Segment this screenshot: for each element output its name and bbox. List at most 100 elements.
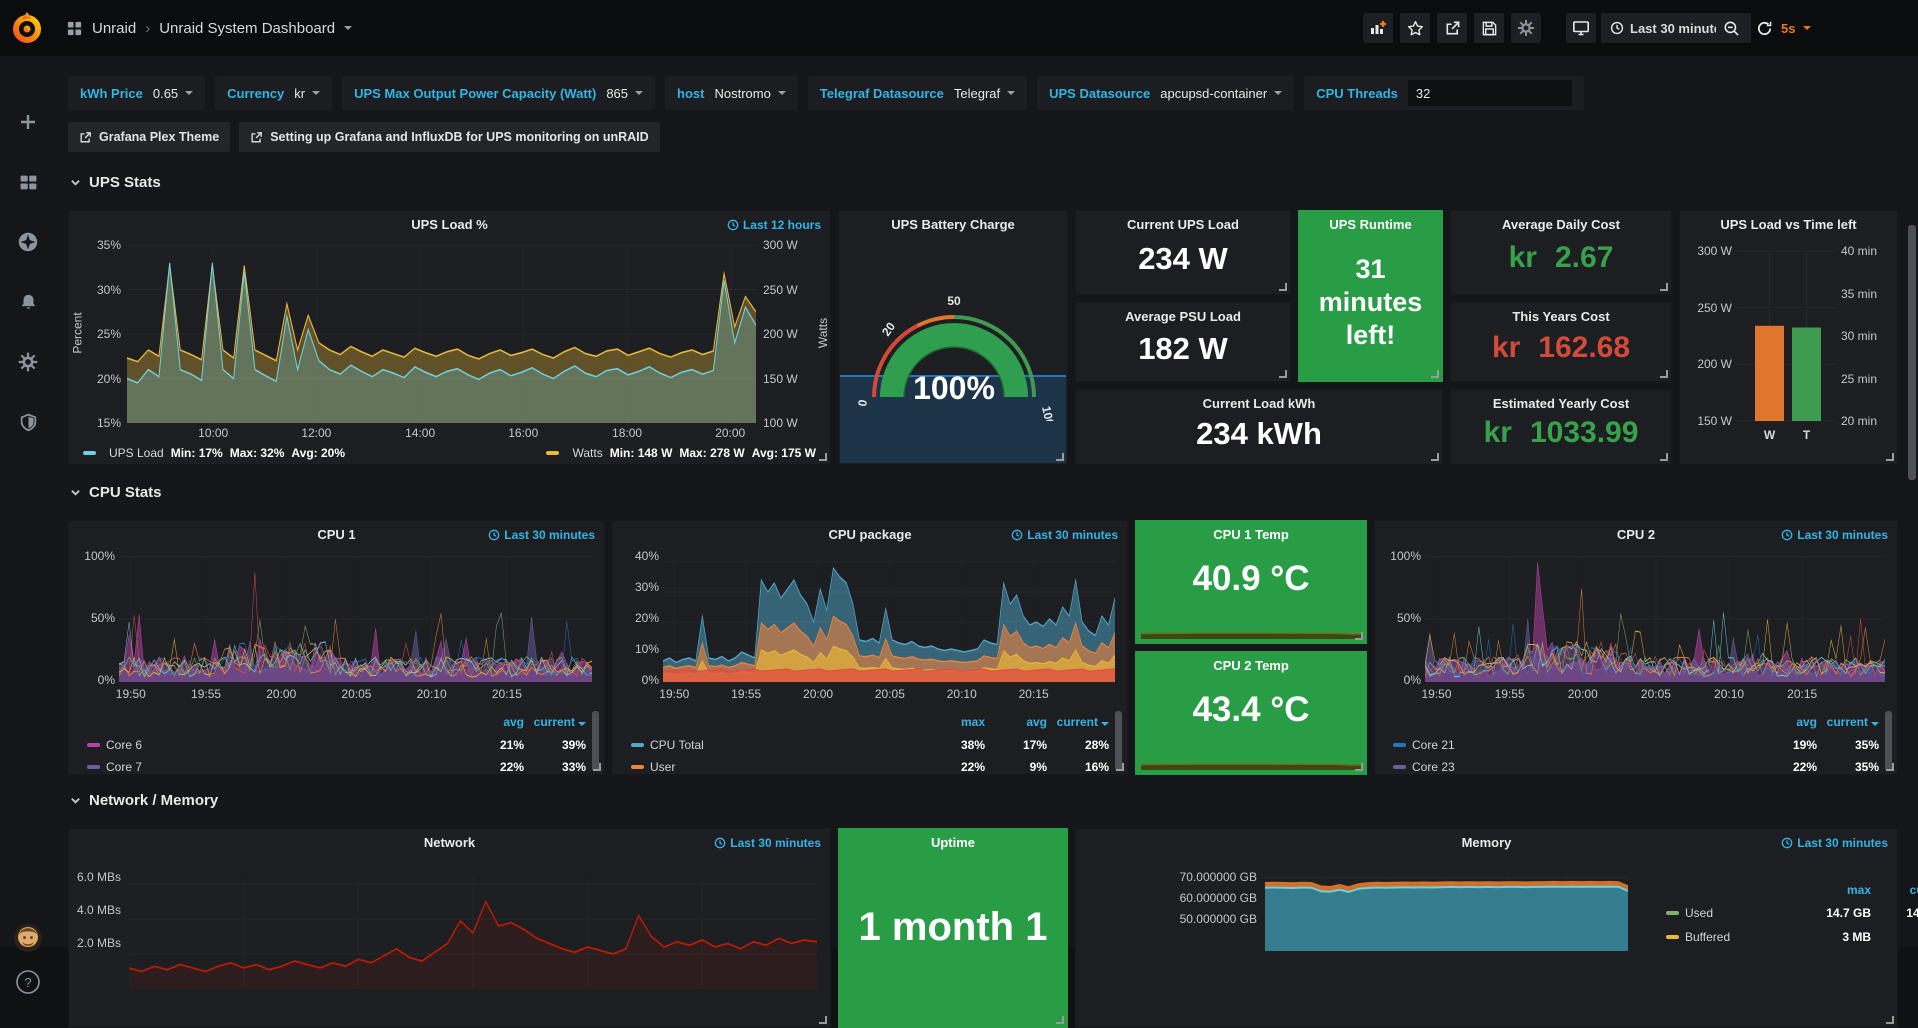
panel-average-psu-load[interactable]: Average PSU Load 182 W bbox=[1075, 302, 1291, 382]
variable-ups-max-output[interactable]: UPS Max Output Power Capacity (Watt) 865 bbox=[342, 76, 656, 110]
legend-row-core23[interactable]: Core 23 22% 35% bbox=[1393, 757, 1879, 777]
legend-col-avg[interactable]: avg bbox=[1026, 715, 1047, 729]
kiosk-mode-button[interactable] bbox=[1566, 13, 1596, 43]
link-grafana-plex-theme[interactable]: Grafana Plex Theme bbox=[68, 122, 231, 152]
link-ups-monitoring-guide[interactable]: Setting up Grafana and InfluxDB for UPS … bbox=[239, 122, 660, 152]
row-header-cpu-stats[interactable]: CPU Stats bbox=[70, 484, 162, 501]
cpu-threads-input[interactable] bbox=[1407, 80, 1572, 106]
legend-row-cpu-total[interactable]: CPU Total 38% 17% 28% bbox=[631, 735, 1109, 755]
variable-telegraf-datasource[interactable]: Telegraf Datasource Telegraf bbox=[807, 76, 1028, 110]
cpu1-chart[interactable] bbox=[119, 556, 592, 682]
legend-scrollbar[interactable] bbox=[592, 711, 599, 771]
panel-ups-battery-charge[interactable]: UPS Battery Charge 50 20 0 100 100% bbox=[838, 210, 1068, 465]
legend-row-core6[interactable]: Core 6 21% 39% bbox=[87, 735, 586, 755]
variable-ups-datasource[interactable]: UPS Datasource apcupsd-container bbox=[1037, 76, 1295, 110]
legend-series-ups-load[interactable]: UPS Load Min: 17% Max: 32% Avg: 20% bbox=[83, 446, 345, 460]
panel-title[interactable]: UPS Load vs Time left bbox=[1720, 217, 1857, 232]
panel-ups-load-vs-time-left[interactable]: UPS Load vs Time left 300 W 250 W 200 W 150… bbox=[1679, 210, 1898, 465]
panel-cpu-2[interactable]: CPU 2 Last 30 minutes 100% 50% 0% 19:50 19:… bbox=[1374, 520, 1898, 775]
variable-currency[interactable]: Currency kr bbox=[215, 76, 333, 110]
legend-row-core21[interactable]: Core 21 19% 35% bbox=[1393, 735, 1879, 755]
page-scrollbar[interactable] bbox=[1908, 225, 1916, 480]
memory-chart[interactable] bbox=[1265, 873, 1628, 951]
share-button[interactable] bbox=[1437, 13, 1467, 43]
panel-title[interactable]: Uptime bbox=[930, 835, 976, 850]
panel-title[interactable]: Network bbox=[423, 835, 476, 850]
network-chart[interactable] bbox=[129, 877, 817, 989]
grafana-logo[interactable] bbox=[9, 10, 45, 46]
panel-cpu-package[interactable]: CPU package Last 30 minutes 40% 30% 20% 10%… bbox=[612, 520, 1128, 775]
legend-col-max[interactable]: max bbox=[960, 715, 985, 729]
zoom-out-button[interactable] bbox=[1716, 13, 1746, 43]
row-header-ups-stats[interactable]: UPS Stats bbox=[70, 174, 161, 191]
sidebar-alerting-button[interactable] bbox=[0, 284, 56, 320]
panel-title[interactable]: Average Daily Cost bbox=[1501, 217, 1620, 232]
legend-row-core7[interactable]: Core 7 22% 33% bbox=[87, 757, 586, 777]
panel-current-load-kwh[interactable]: Current Load kWh 234 kWh bbox=[1075, 389, 1443, 465]
cpu2-chart[interactable] bbox=[1425, 556, 1885, 682]
panel-time-override: Last 30 minutes bbox=[1011, 528, 1118, 542]
series-name: Core 6 bbox=[106, 738, 143, 752]
panel-title[interactable]: UPS Battery Charge bbox=[891, 217, 1015, 232]
panel-title[interactable]: Memory bbox=[1461, 835, 1512, 850]
refresh-picker[interactable]: 5s bbox=[1752, 13, 1815, 43]
legend-col-current[interactable]: current bbox=[1047, 715, 1109, 729]
row-header-network-memory[interactable]: Network / Memory bbox=[70, 792, 218, 809]
panel-title[interactable]: CPU 2 bbox=[1616, 527, 1656, 542]
legend-col-current[interactable]: current bbox=[524, 715, 586, 729]
panel-this-years-cost[interactable]: This Years Cost kr 162.68 bbox=[1450, 302, 1672, 382]
sidebar-dashboards-button[interactable] bbox=[0, 164, 56, 200]
legend-col-current[interactable]: current bbox=[1817, 715, 1879, 729]
dashboard-settings-button[interactable] bbox=[1511, 13, 1541, 43]
legend-col-current[interactable]: current bbox=[1909, 883, 1918, 897]
legend-scrollbar[interactable] bbox=[1115, 711, 1122, 771]
legend-series-watts[interactable]: Watts Min: 148 W Max: 278 W Avg: 175 W bbox=[546, 446, 816, 460]
breadcrumb-folder[interactable]: Unraid bbox=[92, 19, 137, 37]
panel-title[interactable]: CPU 1 Temp bbox=[1213, 527, 1289, 542]
sidebar-explore-button[interactable] bbox=[0, 224, 56, 260]
sidebar-create-button[interactable] bbox=[0, 104, 56, 140]
sidebar-configuration-button[interactable] bbox=[0, 344, 56, 380]
star-button[interactable] bbox=[1400, 13, 1430, 43]
dashboard-caret-icon[interactable] bbox=[344, 26, 353, 30]
legend-scrollbar[interactable] bbox=[1885, 711, 1892, 771]
sidebar-user-avatar[interactable] bbox=[0, 920, 56, 956]
legend-row-buffered[interactable]: Buffered 3 MB3 MB bbox=[1666, 927, 1918, 947]
variable-host[interactable]: host Nostromo bbox=[665, 76, 798, 110]
legend-col-avg[interactable]: avg bbox=[1796, 715, 1817, 729]
panel-title[interactable]: CPU 2 Temp bbox=[1213, 658, 1289, 673]
panel-cpu-1[interactable]: CPU 1 Last 30 minutes 100% 50% 0% 19:50 19:… bbox=[68, 520, 605, 775]
panel-estimated-yearly-cost[interactable]: Estimated Yearly Cost kr 1033.99 bbox=[1450, 389, 1672, 465]
panel-cpu1-temp[interactable]: CPU 1 Temp 40.9 °C bbox=[1135, 520, 1367, 644]
ups-load-chart[interactable] bbox=[127, 245, 756, 423]
panel-ups-runtime[interactable]: UPS Runtime 31 minutes left! bbox=[1298, 210, 1443, 382]
panel-ups-load[interactable]: UPS Load % Last 12 hours 35% 30% 25% 20% 15%… bbox=[68, 210, 831, 465]
panel-current-ups-load[interactable]: Current UPS Load 234 W bbox=[1075, 210, 1291, 295]
legend-col-avg[interactable]: avg bbox=[503, 715, 524, 729]
dashboard-title[interactable]: Unraid System Dashboard bbox=[159, 19, 336, 37]
panel-title[interactable]: This Years Cost bbox=[1512, 309, 1610, 324]
sidebar-help-button[interactable]: ? bbox=[0, 964, 56, 1000]
panel-uptime[interactable]: Uptime 1 month 1 bbox=[838, 828, 1068, 1028]
sidebar-server-admin-button[interactable] bbox=[0, 404, 56, 440]
panel-title[interactable]: UPS Load % bbox=[411, 217, 488, 232]
panel-memory[interactable]: Memory Last 30 minutes 70.000000 GB 60.00… bbox=[1075, 828, 1918, 1028]
panel-network[interactable]: Network Last 30 minutes 6.0 MBs 4.0 MBs 2.… bbox=[68, 828, 831, 1028]
panel-average-daily-cost[interactable]: Average Daily Cost kr 2.67 bbox=[1450, 210, 1672, 295]
legend-row-user[interactable]: User 22% 9% 16% bbox=[631, 757, 1109, 777]
variable-kwh-price[interactable]: kWh Price 0.65 bbox=[68, 76, 206, 110]
cpu-package-chart[interactable] bbox=[663, 556, 1115, 682]
add-panel-button[interactable] bbox=[1363, 13, 1393, 43]
panel-title[interactable]: Current Load kWh bbox=[1202, 396, 1316, 411]
panel-title[interactable]: CPU 1 bbox=[317, 527, 356, 542]
panel-title[interactable]: Estimated Yearly Cost bbox=[1492, 396, 1630, 411]
panel-title[interactable]: Average PSU Load bbox=[1125, 309, 1241, 324]
panel-title[interactable]: UPS Runtime bbox=[1329, 217, 1412, 232]
panel-cpu2-temp[interactable]: CPU 2 Temp 43.4 °C bbox=[1135, 651, 1367, 775]
save-button[interactable] bbox=[1474, 13, 1504, 43]
panel-title[interactable]: CPU package bbox=[828, 527, 912, 542]
legend-col-max[interactable]: max bbox=[1846, 883, 1871, 897]
panel-title[interactable]: Current UPS Load bbox=[1127, 217, 1239, 232]
